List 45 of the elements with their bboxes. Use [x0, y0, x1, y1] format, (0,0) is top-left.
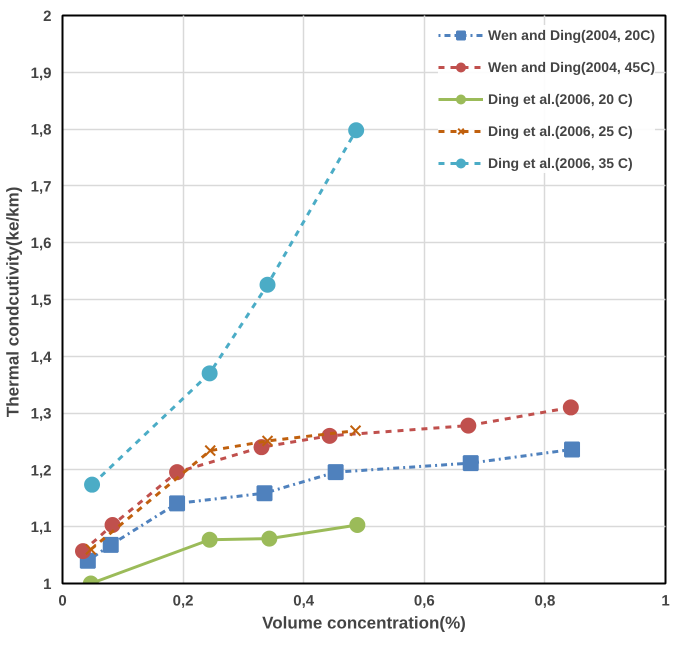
y-tick-label: 1,4: [30, 348, 52, 366]
x-tick-label: 0,4: [293, 592, 315, 610]
point: [348, 122, 364, 138]
y-tick-label: 1,7: [30, 178, 52, 196]
x-tick-label: 0,2: [172, 592, 194, 610]
point: [84, 476, 100, 493]
point: [169, 464, 186, 480]
point: [102, 536, 119, 553]
y-axis-title: Thermal condcutivity(ke/km): [4, 186, 23, 418]
point: [460, 418, 476, 434]
point: [349, 517, 366, 533]
point: [104, 517, 121, 533]
point: [564, 441, 580, 458]
point: [202, 365, 218, 382]
point: [328, 464, 344, 480]
y-tick-label: 1,6: [30, 235, 52, 252]
y-tick-label: 1,1: [30, 519, 52, 536]
x-tick-label: 0,8: [534, 592, 556, 610]
legend-label: Ding et al.(2006, 35 C): [488, 155, 633, 171]
point: [262, 434, 274, 447]
y-tick-label: 1: [43, 576, 52, 593]
legend-label: Ding et al.(2006, 20 C): [488, 91, 633, 107]
point: [260, 276, 276, 293]
x-tick-label: 1: [661, 592, 670, 610]
legend-label: Ding et al.(2006, 25 C): [488, 123, 633, 139]
point: [169, 495, 186, 512]
point: [462, 455, 479, 472]
point: [84, 543, 97, 556]
y-tick-label: 1,3: [30, 406, 52, 423]
x-tick-label: 0: [58, 592, 67, 610]
legend-label: Wen and Ding(2004, 45C): [488, 59, 655, 75]
point: [202, 532, 218, 548]
point: [350, 424, 362, 437]
y-tick-label: 1,8: [30, 122, 52, 139]
y-tick-label: 1,5: [30, 292, 52, 309]
x-tick-label: 0,6: [414, 592, 435, 610]
point: [562, 399, 579, 416]
legend-label: Wen and Ding(2004, 20C): [488, 27, 655, 43]
y-tick-label: 1,2: [30, 462, 52, 480]
point: [261, 530, 278, 547]
x-axis-title: Volume concentration(%): [262, 614, 466, 632]
point: [204, 444, 216, 457]
y-tick-label: 2: [43, 8, 52, 25]
y-tick-label: 1,9: [30, 64, 52, 82]
point: [256, 485, 273, 502]
